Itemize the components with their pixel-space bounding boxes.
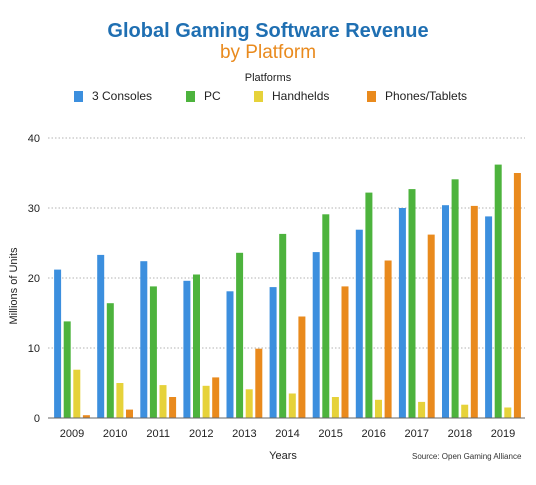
y-tick-label-20: 20 — [28, 273, 40, 285]
bar-pc-2010 — [106, 303, 114, 418]
x-tick-label-2017: 2017 — [405, 428, 429, 440]
bar-handhelds-2016 — [375, 399, 382, 418]
bar-phones-tablets-2009 — [82, 415, 90, 418]
bar-3-consoles-2016 — [355, 229, 363, 418]
bar-3-consoles-2011 — [140, 261, 148, 418]
bar-phones-tablets-2011 — [169, 397, 177, 418]
chart-subtitle: by Platform — [219, 42, 317, 63]
bar-3-consoles-2009 — [54, 269, 62, 418]
bar-3-consoles-2014 — [269, 287, 277, 418]
bar-handhelds-2015 — [331, 397, 339, 418]
legend-label-3-consoles: 3 Consoles — [92, 89, 153, 103]
x-tick-label-2018: 2018 — [448, 428, 472, 440]
bar-phones-tablets-2012 — [212, 377, 220, 418]
bar-handhelds-2018 — [461, 404, 469, 418]
legend-swatch-3-consoles — [74, 90, 83, 102]
bar-phones-tablets-2014 — [298, 316, 306, 418]
y-tick-label-30: 30 — [28, 203, 40, 215]
bar-handhelds-2010 — [116, 383, 124, 418]
y-axis-label: Millions of Units — [8, 247, 20, 325]
bar-phones-tablets-2010 — [126, 409, 133, 418]
bar-phones-tablets-2019 — [513, 173, 521, 418]
y-tick-label-40: 40 — [28, 133, 40, 145]
bar-handhelds-2009 — [73, 369, 81, 418]
legend-label-phones-tablets: Phones/Tablets — [385, 89, 468, 103]
legend-item-3-consoles: 3 Consoles — [74, 89, 152, 103]
x-tick-label-2010: 2010 — [103, 428, 127, 440]
bar-phones-tablets-2016 — [384, 260, 392, 418]
x-axis-label: Years — [269, 450, 297, 462]
legend-swatch-phones-tablets — [367, 90, 376, 102]
bar-3-consoles-2019 — [485, 216, 493, 418]
legend-item-pc: PC — [186, 89, 221, 103]
source-note: Source: Open Gaming Alliance — [412, 452, 522, 461]
bar-phones-tablets-2018 — [470, 205, 478, 418]
bar-3-consoles-2015 — [312, 252, 320, 418]
x-tick-label-2015: 2015 — [318, 428, 342, 440]
legend-label-handhelds: Handhelds — [272, 89, 330, 103]
bar-pc-2012 — [193, 274, 200, 418]
bar-handhelds-2012 — [202, 385, 210, 418]
bars — [54, 164, 521, 418]
bar-3-consoles-2010 — [97, 254, 105, 418]
legend-swatch-handhelds — [254, 90, 263, 102]
bar-handhelds-2019 — [504, 407, 512, 418]
x-tick-labels: 2009 2010 2011 2012 2013 2014 2015 2016 2017 2018… — [60, 428, 515, 440]
bar-3-consoles-2013 — [226, 291, 234, 418]
bar-pc-2011 — [149, 286, 157, 418]
bar-pc-2016 — [365, 192, 373, 418]
x-tick-label-2012: 2012 — [189, 428, 213, 440]
bar-pc-2019 — [494, 164, 502, 418]
bar-phones-tablets-2013 — [255, 348, 263, 418]
x-tick-label-2016: 2016 — [361, 428, 385, 440]
x-tick-label-2014: 2014 — [275, 428, 299, 440]
bar-phones-tablets-2015 — [341, 286, 349, 418]
y-tick-labels: 0 10 20 30 40 — [28, 133, 40, 425]
bar-3-consoles-2017 — [398, 208, 406, 418]
bar-handhelds-2013 — [245, 389, 253, 418]
bar-pc-2017 — [408, 189, 416, 418]
x-tick-label-2013: 2013 — [232, 428, 256, 440]
legend-swatch-pc — [186, 90, 195, 102]
y-tick-label-10: 10 — [28, 343, 40, 355]
legend-item-phones-tablets: Phones/Tablets — [367, 89, 467, 103]
chart-title: Global Gaming Software Revenue — [107, 20, 429, 42]
gridlines — [48, 137, 525, 349]
x-tick-label-2011: 2011 — [146, 428, 170, 440]
legend-label-pc: PC — [204, 89, 221, 103]
bar-handhelds-2011 — [159, 385, 167, 418]
bar-pc-2018 — [451, 179, 459, 418]
bar-pc-2013 — [236, 252, 244, 418]
bar-3-consoles-2012 — [183, 280, 191, 418]
bar-handhelds-2017 — [418, 401, 426, 418]
legend-title: Platforms — [244, 72, 292, 84]
legend-item-handhelds: Handhelds — [254, 89, 329, 103]
bar-phones-tablets-2017 — [427, 234, 435, 418]
bar-3-consoles-2018 — [442, 205, 449, 418]
bar-pc-2015 — [322, 214, 330, 418]
x-tick-label-2019: 2019 — [491, 428, 515, 440]
bar-pc-2009 — [63, 321, 71, 418]
bar-pc-2014 — [279, 233, 287, 418]
bar-handhelds-2014 — [288, 393, 296, 418]
y-tick-label-0: 0 — [34, 413, 40, 425]
x-tick-label-2009: 2009 — [60, 428, 84, 440]
